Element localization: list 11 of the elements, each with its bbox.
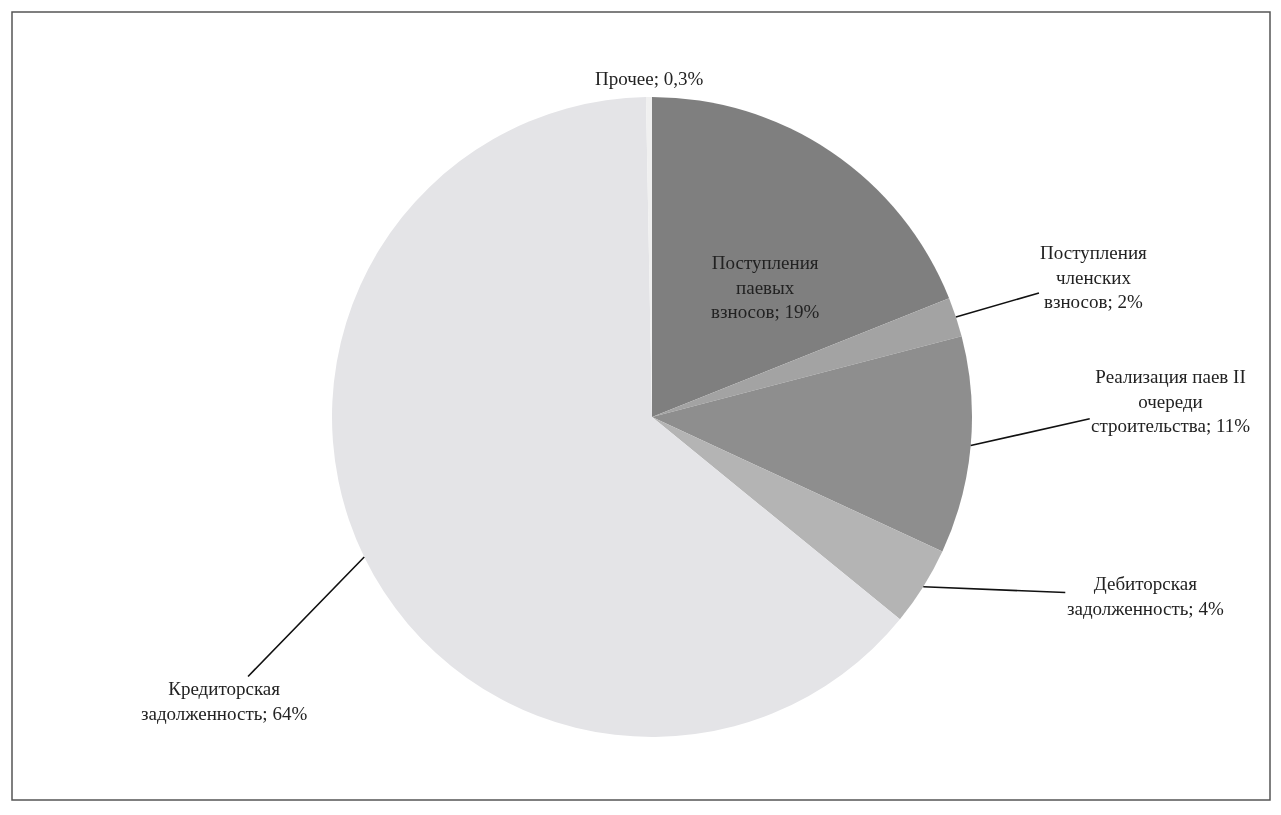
slice-label: Кредиторская задолженность; 64% [141,678,308,724]
pie-slice [652,298,962,417]
slice-label: Дебиторская задолженность; 4% [1067,573,1224,619]
slice-label: Реализация паев II очереди строительства; 11% [1091,366,1251,437]
pie-slice [332,97,900,737]
slice-label: Прочее; 0,3% [595,68,704,89]
slice-label: Поступления паевых взносов; 19% [711,252,820,323]
pie-slice [652,336,972,552]
pie-slice [652,97,950,417]
pie-slice [652,417,943,620]
slice-label: Поступления членских взносов; 2% [1040,242,1148,313]
